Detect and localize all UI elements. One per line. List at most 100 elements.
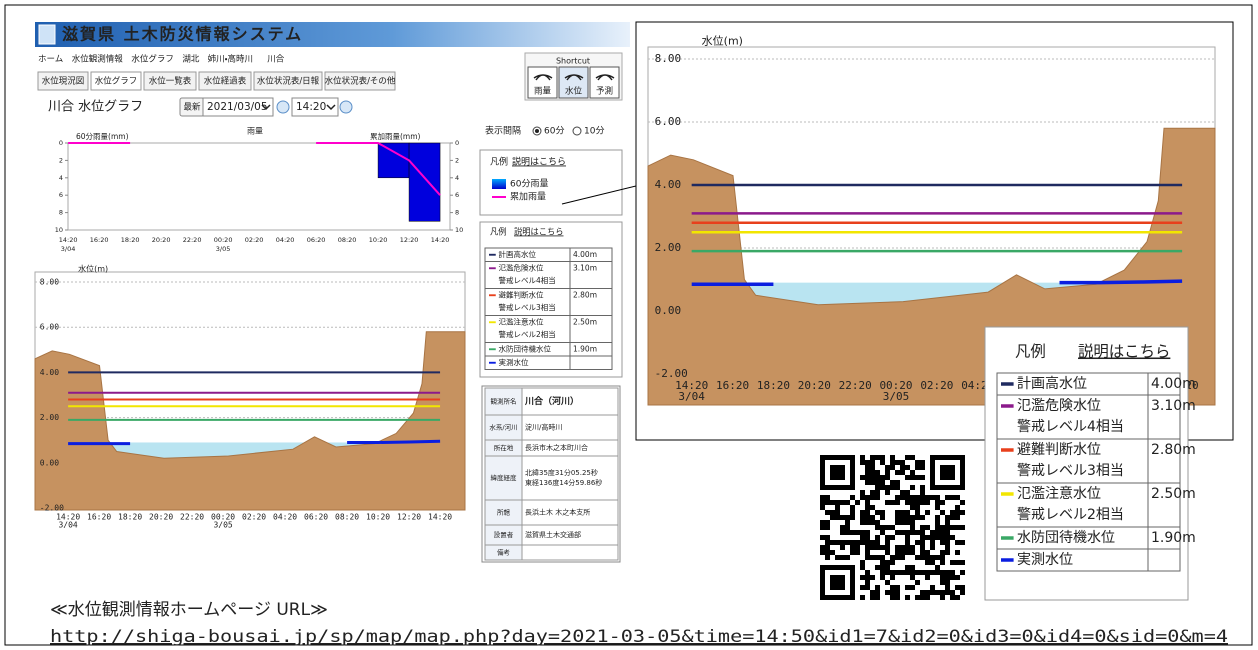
qr-module (830, 585, 835, 590)
qr-module (940, 530, 945, 535)
qr-module (825, 550, 830, 555)
qr-module (905, 570, 910, 575)
tab-label[interactable]: 水位状況表/その他 (325, 76, 396, 87)
station-label: 備考 (497, 548, 511, 557)
qr-module (935, 500, 940, 505)
tab-label[interactable]: 水位現況図 (42, 76, 85, 87)
station-label-cell (484, 455, 523, 501)
tab-label[interactable]: 水位一覧表 (149, 76, 192, 87)
tab[interactable] (198, 71, 252, 91)
tab[interactable] (324, 71, 396, 91)
legend-link[interactable]: 説明はこちら (512, 156, 566, 168)
shortcut-label[interactable]: 水位 (565, 86, 583, 97)
x-tick-label: 16:20 (716, 379, 749, 392)
shortcut-label[interactable]: 予測 (596, 86, 613, 97)
qr-module (945, 585, 950, 590)
qr-module (945, 475, 950, 480)
rain-y2-tick-label: 2 (455, 156, 459, 164)
legend-name: 実測水位 (499, 357, 529, 367)
breadcrumb-link[interactable]: 湖北 (182, 55, 200, 65)
qr-module (920, 515, 925, 520)
qr-module (870, 555, 875, 560)
qr-module (950, 595, 955, 600)
tab-label[interactable]: 水位状況表/日報 (257, 76, 320, 87)
qr-module (855, 540, 860, 545)
qr-module (850, 485, 855, 490)
qr-module (960, 585, 965, 590)
tab[interactable] (143, 71, 197, 91)
legend-name: 氾濫危険水位 (499, 262, 544, 272)
tab[interactable] (37, 71, 89, 91)
interval-option[interactable]: 60分 (544, 126, 564, 137)
qr-module (875, 525, 880, 530)
qr-module (935, 525, 940, 530)
qr-module (955, 515, 960, 520)
qr-module (930, 495, 935, 500)
qr-module (860, 490, 865, 495)
date-select[interactable] (202, 97, 274, 117)
qr-module (835, 475, 840, 480)
next-button[interactable] (339, 100, 353, 114)
qr-module (940, 465, 945, 470)
prev-button[interactable] (276, 100, 290, 114)
qr-module (875, 455, 880, 460)
qr-module (825, 485, 830, 490)
qr-module (895, 460, 900, 465)
shortcut-label[interactable]: 雨量 (534, 87, 552, 97)
qr-module (870, 540, 875, 545)
legend-name: 避難判断水位 (1017, 442, 1101, 458)
qr-module (875, 545, 880, 550)
qr-module (945, 495, 950, 500)
qr-module (860, 585, 865, 590)
qr-module (945, 455, 950, 460)
time-select[interactable] (291, 97, 339, 117)
tab[interactable] (253, 71, 323, 91)
qr-module (820, 460, 825, 465)
legend-link[interactable]: 説明はこちら (514, 227, 564, 237)
breadcrumb-link[interactable]: ホーム (38, 55, 63, 65)
qr-module (905, 585, 910, 590)
station-value: 東経136度14分59.86秒 (525, 478, 602, 487)
qr-module (860, 530, 865, 535)
shortcut-button[interactable] (589, 66, 620, 99)
qr-module (895, 485, 900, 490)
station-label: 所轄 (497, 508, 511, 517)
x-tick-label: 16:20 (87, 512, 111, 521)
qr-module (920, 535, 925, 540)
shortcut-button[interactable] (558, 66, 589, 99)
qr-module (960, 465, 965, 470)
qr-module (945, 535, 950, 540)
footer-url[interactable]: http://shiga-bousai.jp/sp/map/map.php?da… (50, 627, 1228, 647)
rain-x-tick-label: 00:20 (214, 236, 233, 244)
qr-module (840, 580, 845, 585)
tab-label[interactable]: 水位グラフ (95, 76, 138, 87)
qr-module (930, 555, 935, 560)
qr-module (850, 475, 855, 480)
qr-module (895, 500, 900, 505)
x-tick-label: 02:20 (242, 512, 266, 521)
legend-link[interactable]: 説明はこちら (1078, 343, 1170, 361)
time-value[interactable]: 14:20 (296, 101, 326, 113)
breadcrumb-link[interactable]: 姉川・高時川 (208, 54, 253, 65)
qr-module (840, 545, 845, 550)
breadcrumb-link[interactable]: 川合 (267, 54, 285, 65)
interval-radio[interactable] (572, 126, 582, 136)
tab[interactable] (90, 71, 142, 91)
qr-module (905, 595, 910, 600)
interval-option[interactable]: 10分 (584, 126, 604, 137)
qr-module (935, 485, 940, 490)
tab-label[interactable]: 水位経過表 (204, 76, 247, 87)
breadcrumb-link[interactable]: 水位グラフ (131, 54, 174, 65)
qr-module (895, 550, 900, 555)
date-value[interactable]: 2021/03/05 (207, 101, 268, 113)
qr-module (820, 565, 825, 570)
latest-label[interactable]: 最新 (183, 103, 201, 113)
qr-module (835, 595, 840, 600)
qr-module (910, 470, 915, 475)
qr-module (895, 520, 900, 525)
shortcut-button[interactable] (527, 66, 558, 99)
qr-module (890, 585, 895, 590)
rain-y2-tick-label: 4 (455, 174, 459, 182)
qr-module (955, 485, 960, 490)
breadcrumb-link[interactable]: 水位観測情報 (72, 54, 124, 65)
